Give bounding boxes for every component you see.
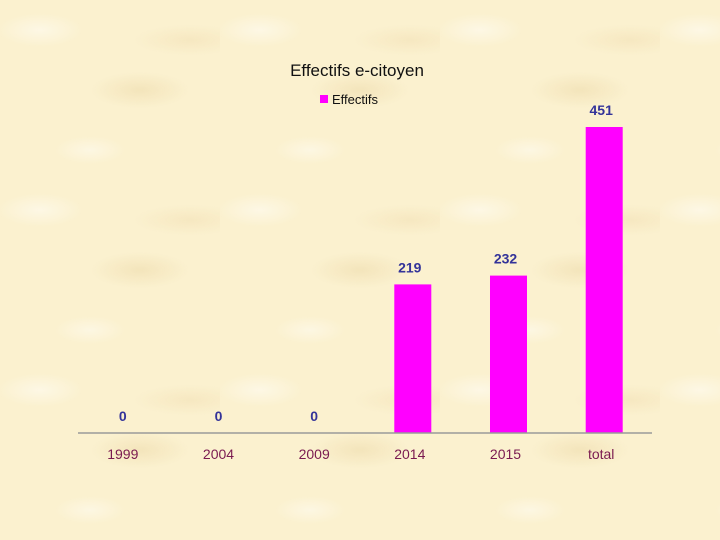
tick-label-2004: 2004 bbox=[203, 446, 234, 462]
tick-label-2009: 2009 bbox=[299, 446, 330, 462]
data-label-total: 451 bbox=[590, 102, 614, 118]
tick-label-total: total bbox=[588, 446, 614, 462]
data-label-2015: 232 bbox=[494, 251, 518, 267]
data-label-2009: 0 bbox=[310, 408, 318, 424]
legend: Effectifs bbox=[320, 92, 379, 107]
tick-label-2015: 2015 bbox=[490, 446, 521, 462]
chart-title: Effectifs e-citoyen bbox=[290, 61, 424, 80]
bars bbox=[394, 127, 623, 433]
data-labels: 0 0 0 219 232 451 bbox=[119, 102, 613, 424]
legend-swatch bbox=[320, 95, 328, 103]
tick-label-2014: 2014 bbox=[394, 446, 425, 462]
bar-2014 bbox=[394, 284, 432, 433]
bar-2015 bbox=[490, 275, 527, 433]
data-label-2014: 219 bbox=[398, 259, 422, 275]
legend-label: Effectifs bbox=[332, 92, 379, 107]
tick-label-1999: 1999 bbox=[107, 446, 138, 462]
data-label-1999: 0 bbox=[119, 408, 127, 424]
data-label-2004: 0 bbox=[215, 408, 223, 424]
bar-total bbox=[585, 127, 623, 433]
x-axis-tick-labels: 1999 2004 2009 2014 2015 total bbox=[107, 446, 614, 462]
